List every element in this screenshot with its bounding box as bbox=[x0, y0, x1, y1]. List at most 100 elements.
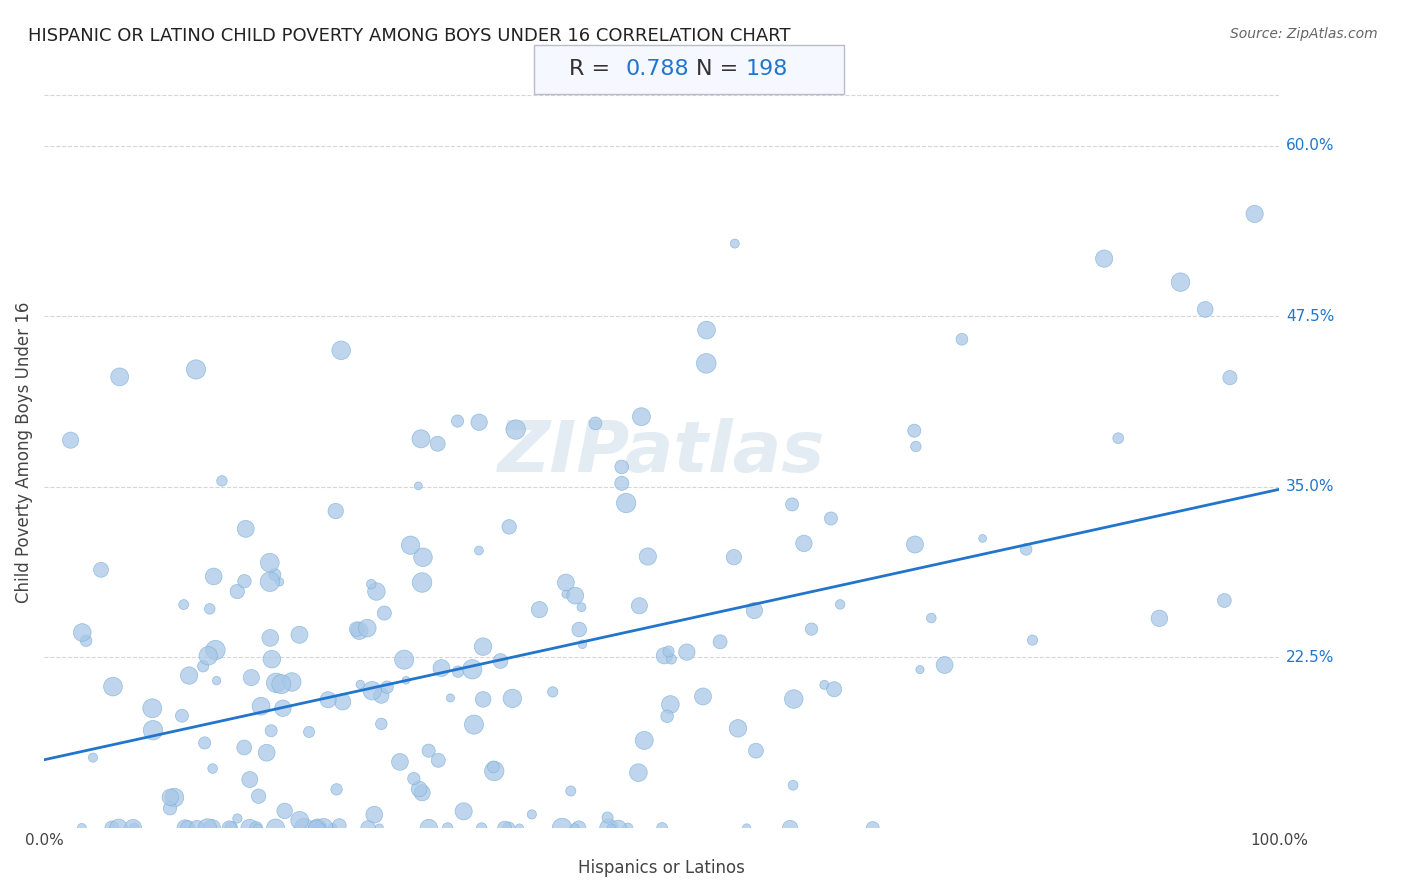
Point bbox=[368, 821, 391, 835]
Point bbox=[375, 680, 398, 694]
Point bbox=[360, 577, 382, 591]
Text: 47.5%: 47.5% bbox=[1286, 309, 1334, 324]
Point bbox=[541, 685, 564, 699]
Point bbox=[745, 744, 768, 758]
Point bbox=[782, 778, 804, 792]
Point bbox=[311, 821, 333, 835]
Point bbox=[273, 804, 295, 818]
Point bbox=[501, 691, 523, 706]
Point bbox=[1107, 431, 1129, 445]
Point bbox=[173, 598, 195, 612]
Point bbox=[628, 599, 651, 613]
Point bbox=[461, 662, 484, 676]
Point bbox=[198, 602, 221, 616]
Point bbox=[617, 821, 640, 835]
Point bbox=[1219, 370, 1241, 384]
Point bbox=[288, 628, 311, 642]
Point bbox=[972, 532, 994, 546]
Point bbox=[659, 652, 682, 666]
Point bbox=[205, 673, 228, 688]
Point bbox=[446, 414, 468, 428]
Point bbox=[159, 801, 181, 815]
Point bbox=[101, 680, 124, 694]
Point bbox=[269, 574, 291, 589]
Point bbox=[463, 717, 485, 731]
Point bbox=[328, 819, 350, 833]
Point bbox=[904, 537, 927, 551]
Point bbox=[197, 821, 219, 835]
Point bbox=[568, 623, 591, 637]
Point bbox=[1243, 207, 1265, 221]
Point bbox=[471, 821, 494, 835]
Point bbox=[366, 584, 388, 599]
Point bbox=[779, 821, 801, 835]
Point bbox=[108, 370, 131, 384]
Point bbox=[571, 637, 593, 651]
Point bbox=[363, 807, 385, 822]
Point bbox=[430, 661, 453, 675]
Point bbox=[783, 692, 806, 706]
Point bbox=[1213, 593, 1236, 607]
Point bbox=[453, 805, 475, 819]
Point bbox=[696, 323, 718, 337]
Point bbox=[259, 631, 281, 645]
Point bbox=[201, 762, 224, 776]
Point bbox=[246, 821, 269, 835]
Point bbox=[101, 821, 124, 835]
Point bbox=[468, 415, 491, 429]
Point bbox=[211, 474, 233, 488]
Point bbox=[219, 821, 242, 835]
Point bbox=[107, 821, 129, 835]
Point bbox=[194, 736, 217, 750]
Point bbox=[468, 543, 491, 558]
Point bbox=[142, 723, 165, 738]
Point bbox=[723, 550, 745, 565]
Point bbox=[560, 784, 582, 798]
Point bbox=[904, 440, 927, 454]
Text: Source: ZipAtlas.com: Source: ZipAtlas.com bbox=[1230, 27, 1378, 41]
Point bbox=[170, 708, 193, 723]
Point bbox=[226, 812, 249, 826]
Point bbox=[388, 755, 411, 769]
Point bbox=[607, 821, 630, 835]
Point bbox=[202, 569, 225, 583]
Point bbox=[1194, 302, 1216, 317]
Point bbox=[395, 673, 418, 688]
Point bbox=[402, 772, 425, 786]
Point bbox=[281, 675, 304, 690]
Point bbox=[122, 821, 145, 835]
Point bbox=[260, 723, 283, 738]
Point bbox=[484, 764, 506, 778]
Point bbox=[920, 611, 942, 625]
Point bbox=[427, 753, 450, 767]
Point bbox=[695, 356, 717, 370]
Point bbox=[260, 652, 283, 666]
Point bbox=[292, 821, 315, 835]
Point bbox=[59, 433, 82, 447]
Point bbox=[436, 821, 458, 835]
Point bbox=[90, 563, 112, 577]
Point bbox=[564, 589, 586, 603]
Point bbox=[498, 520, 520, 534]
Point bbox=[637, 549, 659, 564]
Point bbox=[610, 476, 633, 491]
Point bbox=[349, 624, 371, 638]
Point bbox=[370, 717, 392, 731]
Point bbox=[288, 814, 311, 828]
Point bbox=[357, 821, 380, 835]
Point bbox=[122, 821, 145, 835]
Point bbox=[245, 821, 267, 835]
Y-axis label: Child Poverty Among Boys Under 16: Child Poverty Among Boys Under 16 bbox=[15, 302, 32, 603]
Point bbox=[800, 622, 823, 636]
Point bbox=[505, 423, 527, 437]
Point bbox=[614, 496, 637, 510]
Point bbox=[793, 536, 815, 550]
Point bbox=[630, 409, 652, 424]
Point bbox=[903, 424, 925, 438]
Point bbox=[633, 733, 655, 747]
Point bbox=[174, 821, 197, 835]
Point bbox=[830, 598, 852, 612]
Point bbox=[658, 644, 681, 658]
Point bbox=[247, 789, 270, 804]
Point bbox=[676, 645, 699, 659]
